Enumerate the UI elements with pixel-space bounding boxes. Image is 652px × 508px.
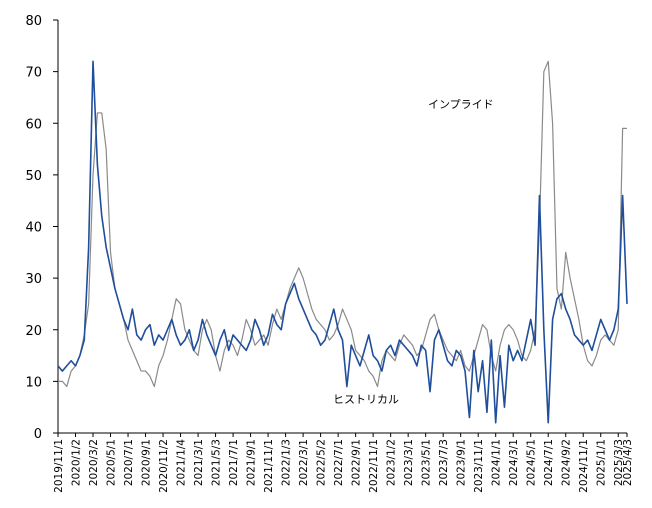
x-tick-label: 2021/3/1 (193, 439, 205, 486)
x-tick-label: 2023/3/1 (403, 439, 415, 486)
x-tick-label: 2021/11/1 (263, 439, 275, 493)
x-tick-label: 2021/9/1 (246, 439, 258, 486)
y-tick-label: 70 (25, 66, 42, 81)
x-tick-label: 2024/11/1 (578, 439, 590, 493)
x-tick-label: 2020/11/2 (158, 439, 170, 493)
x-tick-label: 2021/5/3 (211, 439, 223, 486)
x-tick-label: 2022/1/3 (281, 439, 293, 486)
y-tick-label: 30 (25, 272, 42, 287)
x-tick-label: 2023/5/1 (421, 439, 433, 486)
y-tick-label: 80 (25, 14, 42, 29)
y-tick-label: 20 (25, 324, 42, 339)
x-tick-label: 2022/3/1 (298, 439, 310, 486)
x-tick-label: 2025/1/1 (596, 439, 608, 486)
x-tick-label: 2025/4/3 (622, 439, 634, 486)
y-tick-label: 50 (25, 169, 42, 184)
x-tick-label: 2019/11/1 (53, 439, 65, 493)
line-series (58, 60, 627, 388)
x-tick-label: 2021/7/1 (228, 439, 240, 486)
annotation: インプライド (428, 98, 494, 111)
x-tick-label: 2023/11/1 (473, 439, 485, 493)
y-tick-label: 40 (25, 221, 42, 236)
y-tick-label: 0 (34, 427, 42, 442)
x-tick-label: 2024/3/1 (508, 439, 520, 486)
x-tick-label: 2024/9/2 (561, 439, 573, 486)
x-tick-label: 2024/5/1 (526, 439, 538, 486)
x-tick-label: 2022/7/1 (333, 439, 345, 486)
x-tick-label: 2022/5/2 (316, 439, 328, 486)
x-tick-label: 2020/5/1 (106, 439, 118, 486)
x-tick-label: 2025/3/3 (613, 439, 625, 486)
x-tick-label: 2021/1/4 (176, 439, 188, 486)
x-tick-label: 2023/9/1 (456, 439, 468, 486)
x-tick-label: 2022/11/1 (368, 439, 380, 493)
x-tick-label: 2024/1/1 (491, 439, 503, 486)
x-tick-label: 2023/1/2 (386, 439, 398, 486)
x-tick-label: 2023/7/3 (438, 439, 450, 486)
x-tick-label: 2024/7/1 (543, 439, 555, 486)
x-tick-label: 2020/3/2 (88, 439, 100, 486)
x-tick-label: 2020/1/2 (71, 439, 83, 486)
x-tick-label: 2022/9/1 (351, 439, 363, 486)
x-tick-label: 2020/7/1 (123, 439, 135, 486)
y-tick-label: 10 (25, 375, 42, 390)
line-series (57, 60, 628, 424)
annotation: ヒストリカル (333, 393, 399, 406)
x-tick-label: 2020/9/1 (141, 439, 153, 486)
y-tick-label: 60 (25, 117, 42, 132)
